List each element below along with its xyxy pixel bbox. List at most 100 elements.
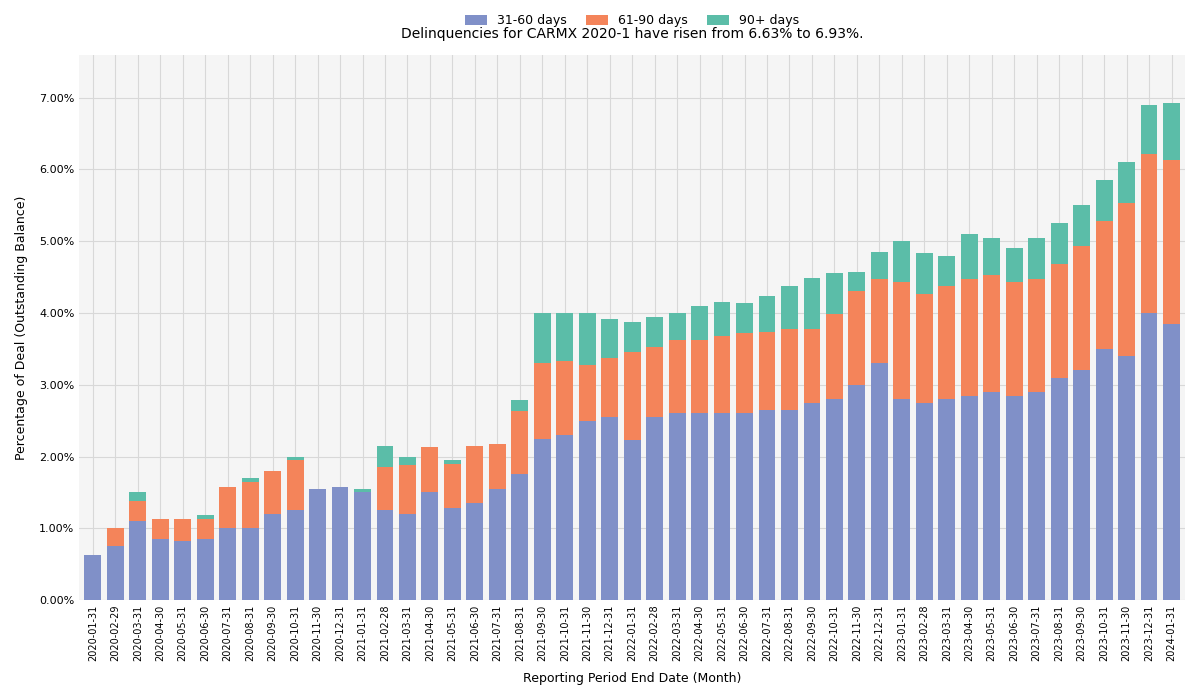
Bar xyxy=(557,435,574,600)
Bar xyxy=(197,515,214,519)
Bar xyxy=(467,503,484,600)
Bar xyxy=(488,489,505,600)
Bar xyxy=(983,237,1000,275)
Bar xyxy=(107,528,124,546)
Bar xyxy=(1118,203,1135,356)
Bar xyxy=(511,400,528,412)
Bar xyxy=(107,546,124,600)
Bar xyxy=(444,463,461,508)
Bar xyxy=(534,439,551,600)
Bar xyxy=(578,421,595,600)
Bar xyxy=(691,340,708,414)
Bar xyxy=(444,508,461,600)
Bar xyxy=(220,486,236,528)
Bar xyxy=(377,468,394,510)
Bar xyxy=(1163,103,1180,160)
Bar xyxy=(668,340,685,414)
Bar xyxy=(1006,248,1022,282)
Bar xyxy=(354,492,371,600)
Legend: 31-60 days, 61-90 days, 90+ days: 31-60 days, 61-90 days, 90+ days xyxy=(464,15,799,27)
Bar xyxy=(758,332,775,410)
Bar xyxy=(241,528,258,600)
Bar xyxy=(848,385,865,600)
Bar xyxy=(647,417,664,600)
Bar xyxy=(534,363,551,439)
Bar xyxy=(1163,160,1180,323)
Bar xyxy=(961,234,978,279)
Bar xyxy=(601,358,618,417)
Bar xyxy=(714,336,731,414)
Bar xyxy=(197,519,214,539)
Bar xyxy=(894,241,911,282)
Bar xyxy=(826,399,842,600)
Bar xyxy=(130,492,146,501)
Bar xyxy=(1051,377,1068,600)
Bar xyxy=(871,252,888,279)
Bar xyxy=(264,514,281,600)
Bar xyxy=(220,528,236,600)
Bar xyxy=(421,492,438,600)
Bar xyxy=(511,412,528,475)
Bar xyxy=(1118,162,1135,203)
Bar xyxy=(624,351,641,440)
Bar xyxy=(1073,370,1090,600)
Bar xyxy=(758,410,775,600)
Bar xyxy=(130,521,146,600)
Bar xyxy=(758,297,775,332)
Bar xyxy=(736,333,752,414)
Bar xyxy=(310,489,326,600)
Bar xyxy=(1073,246,1090,370)
Bar xyxy=(467,446,484,503)
Bar xyxy=(624,440,641,600)
Bar xyxy=(691,306,708,340)
Bar xyxy=(1028,279,1045,392)
Bar xyxy=(287,456,304,460)
Bar xyxy=(826,273,842,314)
Bar xyxy=(1141,105,1158,153)
Bar xyxy=(264,471,281,514)
Title: Delinquencies for CARMX 2020-1 have risen from 6.63% to 6.93%.: Delinquencies for CARMX 2020-1 have rise… xyxy=(401,27,864,41)
Bar xyxy=(578,365,595,421)
Bar xyxy=(848,291,865,385)
Bar xyxy=(894,399,911,600)
Bar xyxy=(1073,205,1090,246)
Bar xyxy=(714,302,731,336)
Bar xyxy=(804,330,821,402)
Bar xyxy=(624,321,641,351)
Bar xyxy=(736,414,752,600)
Bar xyxy=(1118,356,1135,600)
Bar xyxy=(983,392,1000,600)
Bar xyxy=(174,519,191,540)
Bar xyxy=(938,256,955,286)
Bar xyxy=(826,314,842,399)
Bar xyxy=(1096,221,1112,349)
Bar xyxy=(534,313,551,363)
Bar xyxy=(287,510,304,600)
Bar xyxy=(84,555,101,600)
Bar xyxy=(241,482,258,528)
Bar xyxy=(781,330,798,410)
Bar xyxy=(1006,282,1022,396)
Bar xyxy=(916,293,932,402)
Bar xyxy=(1028,237,1045,279)
Bar xyxy=(400,514,416,600)
Bar xyxy=(668,414,685,600)
Bar xyxy=(647,346,664,417)
Bar xyxy=(601,417,618,600)
Bar xyxy=(354,489,371,492)
Bar xyxy=(647,316,664,346)
Bar xyxy=(287,460,304,510)
Bar xyxy=(916,253,932,293)
Bar xyxy=(668,313,685,340)
Bar xyxy=(736,303,752,333)
Bar xyxy=(400,456,416,465)
Bar xyxy=(511,475,528,600)
Bar xyxy=(557,361,574,435)
Bar xyxy=(421,447,438,492)
Bar xyxy=(197,539,214,600)
Y-axis label: Percentage of Deal (Outstanding Balance): Percentage of Deal (Outstanding Balance) xyxy=(16,195,28,459)
Bar xyxy=(781,286,798,330)
Bar xyxy=(444,460,461,463)
Bar xyxy=(241,478,258,482)
Bar xyxy=(488,444,505,489)
